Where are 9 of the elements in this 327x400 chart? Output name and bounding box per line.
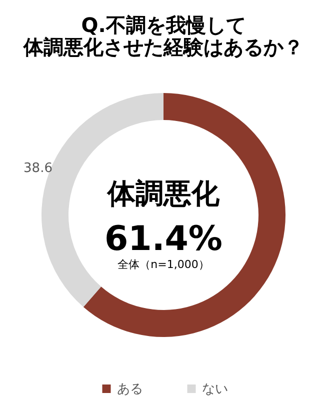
data-label: 38.6 (24, 161, 52, 176)
text: 61.4% (104, 219, 222, 259)
donut-slice (83, 93, 286, 337)
text: Q.不調を我慢して (81, 13, 246, 37)
text: 体調悪化 (106, 177, 220, 210)
text: 全体（n=1,000） (118, 258, 210, 271)
text: 体調悪化させた経験はあるか？ (24, 35, 304, 59)
legend-label: ない (202, 382, 228, 397)
legend-label: ある (117, 382, 143, 397)
